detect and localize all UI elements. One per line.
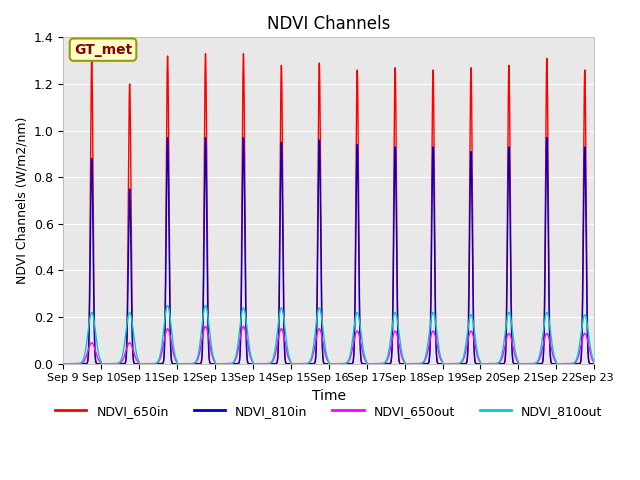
Line: NDVI_810in: NDVI_810in [63, 138, 595, 364]
NDVI_810in [179, 361, 187, 367]
NDVI_650in [260, 361, 268, 367]
NDVI_650out [143, 361, 151, 367]
NDVI_650in [539, 358, 547, 364]
NDVI_650out [539, 344, 547, 350]
NDVI_810in [143, 361, 151, 367]
NDVI_650out [180, 361, 188, 367]
NDVI_810out [60, 361, 67, 367]
NDVI_650in [183, 361, 191, 367]
NDVI_810in [260, 361, 268, 367]
NDVI_810in [97, 361, 105, 367]
NDVI_650out [202, 324, 209, 329]
NDVI_810out [539, 332, 547, 338]
NDVI_810out [591, 361, 598, 367]
NDVI_650in [180, 361, 188, 367]
NDVI_650out [260, 361, 268, 367]
Text: GT_met: GT_met [74, 43, 132, 57]
NDVI_810in [539, 359, 547, 365]
NDVI_810out [179, 361, 187, 367]
NDVI_650in [143, 361, 151, 367]
NDVI_650out [179, 361, 187, 367]
Title: NDVI Channels: NDVI Channels [267, 15, 390, 33]
NDVI_650out [591, 361, 598, 367]
NDVI_810out [183, 361, 191, 367]
NDVI_810in [180, 361, 188, 367]
NDVI_810out [164, 302, 172, 308]
NDVI_810in [60, 361, 67, 367]
NDVI_810out [180, 361, 188, 367]
NDVI_650in [179, 361, 187, 367]
NDVI_650in [591, 361, 598, 367]
Legend: NDVI_650in, NDVI_810in, NDVI_650out, NDVI_810out: NDVI_650in, NDVI_810in, NDVI_650out, NDV… [50, 400, 607, 423]
NDVI_650in [60, 361, 67, 367]
NDVI_650out [60, 361, 67, 367]
NDVI_810out [260, 361, 268, 367]
NDVI_650in [202, 51, 209, 57]
Line: NDVI_650in: NDVI_650in [63, 54, 595, 364]
NDVI_810in [183, 361, 191, 367]
Line: NDVI_810out: NDVI_810out [63, 305, 595, 364]
NDVI_650out [183, 361, 191, 367]
NDVI_810in [543, 135, 550, 141]
Line: NDVI_650out: NDVI_650out [63, 326, 595, 364]
NDVI_810in [591, 361, 598, 367]
X-axis label: Time: Time [312, 389, 346, 403]
NDVI_810out [143, 361, 151, 367]
Y-axis label: NDVI Channels (W/m2/nm): NDVI Channels (W/m2/nm) [15, 117, 28, 284]
